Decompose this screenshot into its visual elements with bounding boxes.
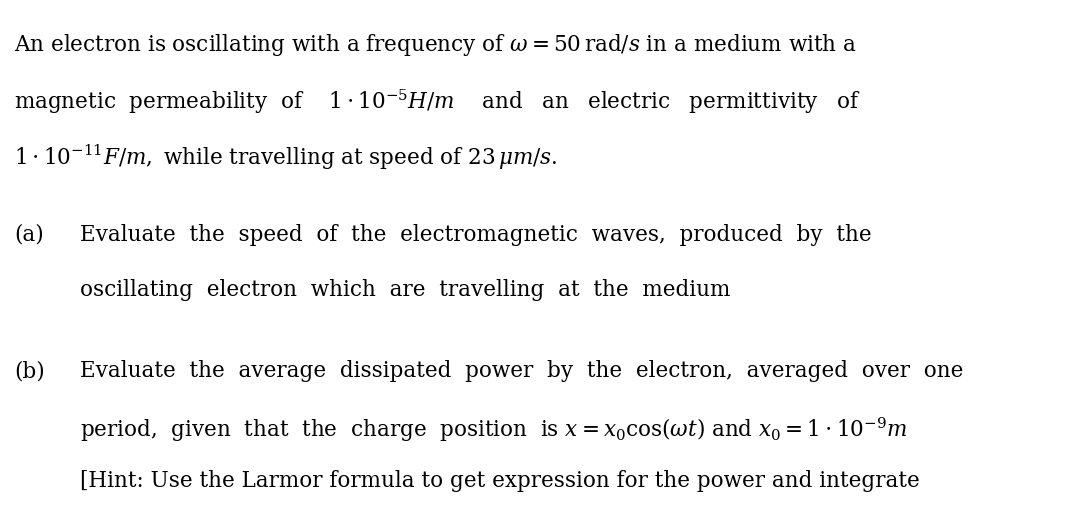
Text: An electron is oscillating with a frequency of $\omega = 50\,\mathrm{rad}/s$ in : An electron is oscillating with a freque… [14, 32, 857, 59]
Text: (a): (a) [14, 224, 44, 246]
Text: Evaluate  the  speed  of  the  electromagnetic  waves,  produced  by  the: Evaluate the speed of the electromagneti… [80, 224, 872, 246]
Text: [Hint: Use the Larmor formula to get expression for the power and integrate: [Hint: Use the Larmor formula to get exp… [80, 470, 921, 492]
Text: magnetic  permeability  of $\quad 1 \cdot 10^{-5}H/m\quad$ and $\;$ an $\;$ elec: magnetic permeability of $\quad 1 \cdot … [14, 87, 861, 116]
Text: Evaluate  the  average  dissipated  power  by  the  electron,  averaged  over  o: Evaluate the average dissipated power by… [80, 360, 964, 382]
Text: oscillating  electron  which  are  travelling  at  the  medium: oscillating electron which are travellin… [80, 279, 731, 301]
Text: (b): (b) [14, 360, 45, 382]
Text: period,  given  that  the  charge  position  is $x = x_0\cos(\omega t)$ and $x_0: period, given that the charge position i… [80, 415, 908, 444]
Text: $1 \cdot 10^{-11}F/m,$ while travelling at speed of $23\,\mu m/s.$: $1 \cdot 10^{-11}F/m,$ while travelling … [14, 142, 558, 172]
